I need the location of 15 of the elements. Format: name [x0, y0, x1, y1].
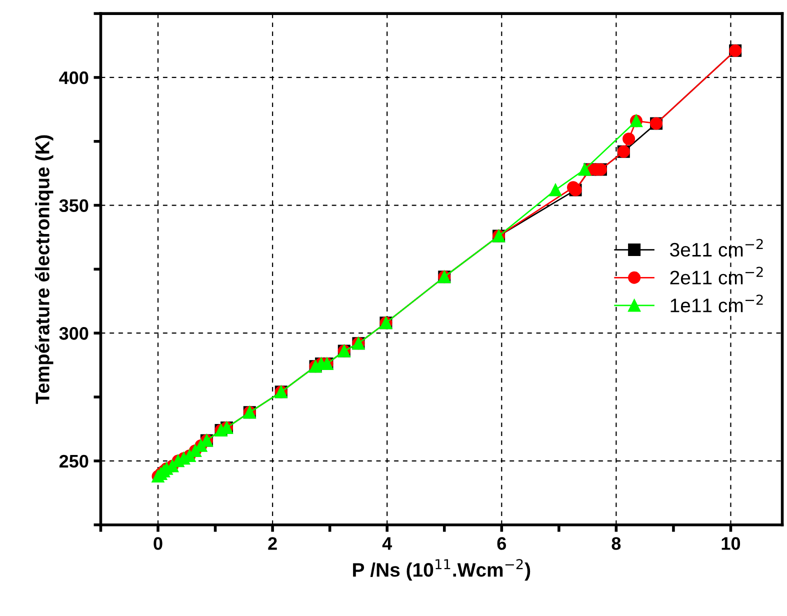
- y-axis-title: Température électronique (K): [34, 135, 54, 404]
- x-tick-label: 4: [382, 537, 392, 550]
- y-tick-label: 400: [59, 71, 88, 84]
- legend-label: 3e11 cm$^{−2}$: [670, 238, 763, 257]
- legend-label: 1e11 cm$^{−2}$: [670, 294, 763, 312]
- y-tick-label: 300: [59, 327, 88, 340]
- y-tick-label: 350: [59, 199, 88, 212]
- x-tick-label: 8: [612, 537, 621, 550]
- x-axis-title: P /Ns (10$^{11}$.Wcm$^{−2}$): [353, 559, 530, 581]
- x-tick-label: 6: [497, 537, 506, 550]
- x-tick-label: 2: [268, 537, 277, 550]
- x-tick-label: 0: [154, 537, 162, 550]
- legend-label: 2e11 cm$^{−2}$: [670, 266, 763, 284]
- x-tick-label: 10: [722, 537, 740, 550]
- y-tick-label: 250: [59, 454, 88, 468]
